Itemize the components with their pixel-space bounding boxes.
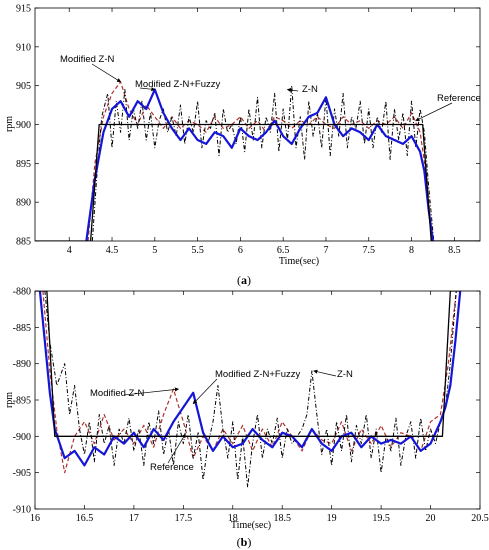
chart-a-series-modified-z-n-fuzzy	[85, 88, 435, 241]
chart-a-xtick-label: 4	[67, 245, 72, 256]
chart-a-annotation-arrow	[91, 63, 122, 83]
chart-a-xtick-label: 4.5	[106, 245, 119, 256]
chart-a-ytick-label: 910	[16, 42, 31, 53]
chart-b-annotation-arrow	[167, 433, 186, 464]
chart-b-xtick-label: 20.5	[471, 513, 489, 524]
chart-a-ytick-label: 890	[16, 198, 31, 209]
chart-a-xtick-label: 6	[238, 245, 243, 256]
chart-b-ytick-label: -900	[13, 432, 31, 443]
chart-a-xtick-label: 5	[152, 245, 157, 256]
chart-b-xtick-label: 19.5	[372, 513, 390, 524]
chart-b-series-modified-z-n-fuzzy	[38, 291, 462, 467]
chart-b-annotation-label: Reference	[150, 462, 194, 473]
chart-a-ytick-label: 915	[16, 4, 31, 15]
chart-b-annotation-arrow	[123, 387, 180, 396]
chart-a-xtick-label: 6.5	[277, 245, 290, 256]
chart-a-annotation-label: Reference	[437, 93, 481, 104]
chart-a-annotation-arrow	[139, 87, 156, 92]
chart-a-xtick-label: 7	[323, 245, 328, 256]
chart-b-ytick-label: -910	[13, 505, 31, 516]
chart-a-ytick-label: 905	[16, 81, 31, 92]
chart-b-panel-label: (b)	[237, 535, 252, 549]
chart-a-ytick-label: 900	[16, 120, 31, 131]
chart-a-series-reference	[35, 123, 480, 241]
chart-b-annotation-arrow	[313, 369, 337, 377]
chart-a-ylabel: rpm	[4, 116, 15, 132]
chart-a-xtick-label: 8	[409, 245, 414, 256]
chart-a-annotation-arrow	[415, 102, 453, 121]
chart-a-xtick-label: 5.5	[191, 245, 204, 256]
chart-b-xtick-label: 20	[426, 513, 436, 524]
chart-b-xtick-label: 16.5	[76, 513, 94, 524]
chart-b-xlabel: Time(sec)	[231, 520, 271, 531]
chart-b-annotation-label: Z-N	[337, 369, 353, 380]
chart-b-ytick-label: -880	[13, 287, 31, 298]
chart-a-xlabel: Time(sec)	[279, 256, 319, 267]
chart-b-ytick-label: -895	[13, 396, 31, 407]
chart-a-series-z-n	[91, 85, 435, 241]
chart-b-ytick-label: -890	[13, 359, 31, 370]
chart-a-xtick-label: 7.5	[363, 245, 376, 256]
chart-a-ytick-label: 895	[16, 159, 31, 170]
chart-b-ytick-label: -905	[13, 468, 31, 479]
chart-a-xtick-label: 8.5	[448, 245, 461, 256]
chart-a-annotation-label: Z-N	[302, 84, 318, 95]
chart-a: 4 4.5 5 5.5 6 6.5 7 7.5 8 8.5 885 890 895 900 905 910 91…	[4, 4, 481, 288]
chart-b-xtick-label: 16	[30, 513, 40, 524]
chart-a-ytick-label: 885	[16, 237, 31, 248]
chart-b-annotation-label: Modified Z-N+Fuzzy	[215, 369, 301, 380]
chart-a-annotation-label: Modified Z-N+Fuzzy	[135, 79, 221, 90]
chart-b-annotation-label: Modified Z-N	[90, 388, 145, 399]
chart-b: 16 16.5 17 17.5 18 18.5 19 19.5 20 20.5 -910 -905 -9…	[4, 287, 489, 550]
chart-b-xtick-label: 18.5	[273, 513, 291, 524]
chart-b-xtick-label: 18	[228, 513, 238, 524]
chart-b-ylabel: rpm	[4, 392, 15, 408]
chart-b-series-reference	[35, 291, 461, 437]
chart-b-xtick-label: 19	[327, 513, 337, 524]
chart-a-annotation-arrow	[286, 87, 299, 93]
chart-a-annotation-label: Modified Z-N	[60, 54, 115, 65]
chart-b-annotation-arrow	[192, 378, 218, 405]
chart-b-ytick-label: -885	[13, 323, 31, 334]
chart-b-xtick-label: 17.5	[175, 513, 193, 524]
chart-a-panel-label: (a)	[237, 273, 251, 287]
chart-b-xtick-label: 17	[129, 513, 139, 524]
